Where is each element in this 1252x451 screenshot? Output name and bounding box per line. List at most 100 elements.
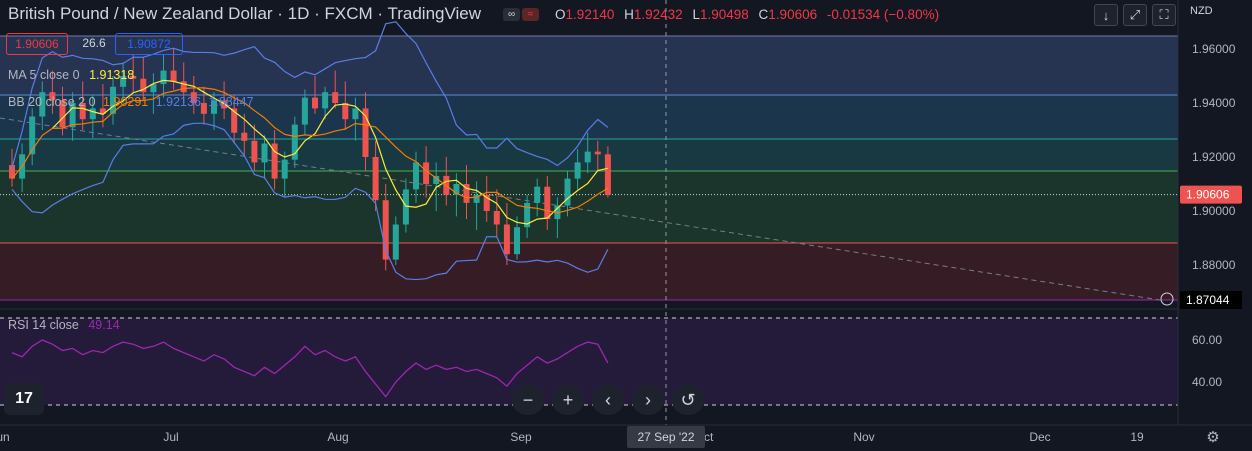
market-closed-icon[interactable]: ≈ xyxy=(522,7,540,21)
time-tick: Nov xyxy=(853,430,874,444)
spread-value: 26.6 xyxy=(82,36,106,50)
candle-body xyxy=(89,108,96,120)
ma-legend[interactable]: MA 5 close 0 1.91318 xyxy=(8,68,135,82)
fib-zone-0 xyxy=(0,36,1178,95)
scroll-left-button[interactable]: ‹ xyxy=(592,385,624,415)
candle-body xyxy=(170,70,177,82)
rsi-line xyxy=(11,339,609,398)
candle-body xyxy=(261,143,268,163)
last-price-text: 1.90606 xyxy=(1186,188,1230,202)
trend-line xyxy=(0,117,1161,301)
zoom-in-button[interactable]: + xyxy=(552,385,584,415)
candle-body xyxy=(200,103,207,114)
price-tick: 1.94000 xyxy=(1192,96,1236,110)
candle-body xyxy=(524,202,531,228)
candle-body xyxy=(483,194,490,211)
candle-body xyxy=(342,103,349,120)
candle-body xyxy=(362,108,369,157)
candle-body xyxy=(190,92,197,103)
time-tick: Dec xyxy=(1029,430,1050,444)
crosshair-date-label xyxy=(627,426,705,448)
download-icon[interactable]: ↓ xyxy=(1094,4,1118,26)
candle-body xyxy=(423,162,430,184)
bb-legend[interactable]: BB 20 close 2 0 1.90291 1.92136 1.88447 xyxy=(8,95,254,109)
bb-lower-line xyxy=(11,122,609,281)
chart-header: British Pound / New Zealand Dollar · 1D … xyxy=(0,0,945,28)
candle-body xyxy=(473,194,480,203)
last-price-label xyxy=(1180,185,1242,204)
candle-body xyxy=(564,178,571,206)
candle-body xyxy=(79,103,86,120)
candle-body xyxy=(534,186,541,203)
candle-body xyxy=(544,186,551,220)
candle-body xyxy=(9,165,15,179)
candle-body xyxy=(291,124,298,160)
ma-line xyxy=(51,79,609,225)
candle-body xyxy=(413,162,419,190)
change-value: -0.01534 (−0.80%) xyxy=(826,6,940,22)
candle-body xyxy=(110,86,116,114)
symbol-title[interactable]: British Pound / New Zealand Dollar · 1D … xyxy=(8,4,482,23)
price-tick: 1.96000 xyxy=(1192,42,1236,56)
candle-body xyxy=(372,157,379,201)
candle-body xyxy=(584,151,591,163)
candle-body xyxy=(594,151,601,155)
candle-body xyxy=(120,76,127,87)
candle-body xyxy=(352,108,359,120)
candle-body xyxy=(59,100,66,128)
candle-body xyxy=(231,108,238,133)
zoom-out-button[interactable]: − xyxy=(512,385,544,415)
time-tick: Jul xyxy=(163,430,178,444)
rsi-band xyxy=(0,318,1178,405)
candle-body xyxy=(453,184,460,195)
rsi-tick: 60.00 xyxy=(1192,333,1222,347)
candle-body xyxy=(39,92,46,117)
line-price-label xyxy=(1180,291,1242,309)
price-tick: 1.88000 xyxy=(1192,258,1236,272)
candle-body xyxy=(49,92,56,101)
candle-body xyxy=(493,211,500,225)
candle-body xyxy=(402,189,409,225)
buy-price-box[interactable]: 1.90872 xyxy=(115,33,183,55)
candle-body xyxy=(130,76,137,79)
candle-body xyxy=(382,200,389,260)
tradingview-logo[interactable]: 17 xyxy=(4,383,44,415)
top-right-toolbar: ↓ ⤢ ⛶ xyxy=(1094,4,1181,26)
time-tick: Jun xyxy=(0,430,10,444)
bb-basis-line xyxy=(11,87,609,214)
add-alert-icon[interactable] xyxy=(1160,292,1174,306)
currency-label: NZD xyxy=(1190,5,1213,17)
rsi-tick: 40.00 xyxy=(1192,375,1222,389)
candle-body xyxy=(332,92,339,103)
line-price-text: 1.87044 xyxy=(1186,293,1230,307)
fib-zone-3 xyxy=(0,171,1178,243)
scroll-right-button[interactable]: › xyxy=(632,385,664,415)
candle-body xyxy=(503,224,510,255)
maximize-icon[interactable]: ⤢ xyxy=(1123,4,1147,26)
candle-body xyxy=(150,84,157,93)
sell-price-box[interactable]: 1.90606 xyxy=(6,33,68,55)
price-axis[interactable] xyxy=(1178,0,1252,451)
candle-body xyxy=(514,227,520,255)
bb-upper-line xyxy=(11,21,609,168)
fullscreen-icon[interactable]: ⛶ xyxy=(1152,4,1176,26)
candle-body xyxy=(392,224,399,260)
candle-body xyxy=(99,108,106,114)
candle-body xyxy=(221,100,228,109)
chart-nav-controls: − + ‹ › ↺ xyxy=(512,385,712,415)
candle-body xyxy=(251,140,258,163)
candle-body xyxy=(322,92,329,109)
reset-chart-button[interactable]: ↺ xyxy=(672,385,704,415)
status-badges: ∞ ≈ xyxy=(503,7,541,21)
candle-body xyxy=(140,78,147,93)
price-tick: 1.90000 xyxy=(1192,204,1236,218)
time-tick: Aug xyxy=(327,430,348,444)
candle-body xyxy=(69,103,76,128)
candle-body xyxy=(463,184,470,203)
rsi-legend[interactable]: RSI 14 close 49.14 xyxy=(8,318,120,332)
candle-body xyxy=(271,143,278,179)
candle-body xyxy=(604,154,611,195)
candle-body xyxy=(281,159,288,179)
visibility-icon[interactable]: ∞ xyxy=(503,7,521,21)
